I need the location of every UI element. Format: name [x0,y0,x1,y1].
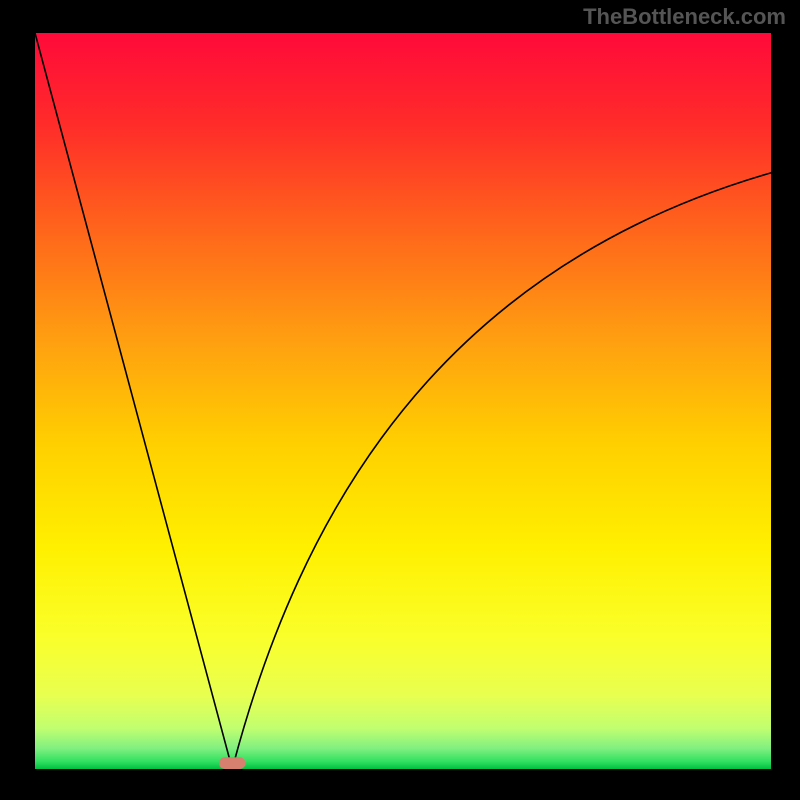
gradient-background [35,33,771,769]
watermark-text: TheBottleneck.com [583,4,786,30]
plot-area [35,33,771,769]
chart-svg [35,33,771,769]
chart-container: TheBottleneck.com [0,0,800,800]
optimal-point-marker [219,757,245,769]
